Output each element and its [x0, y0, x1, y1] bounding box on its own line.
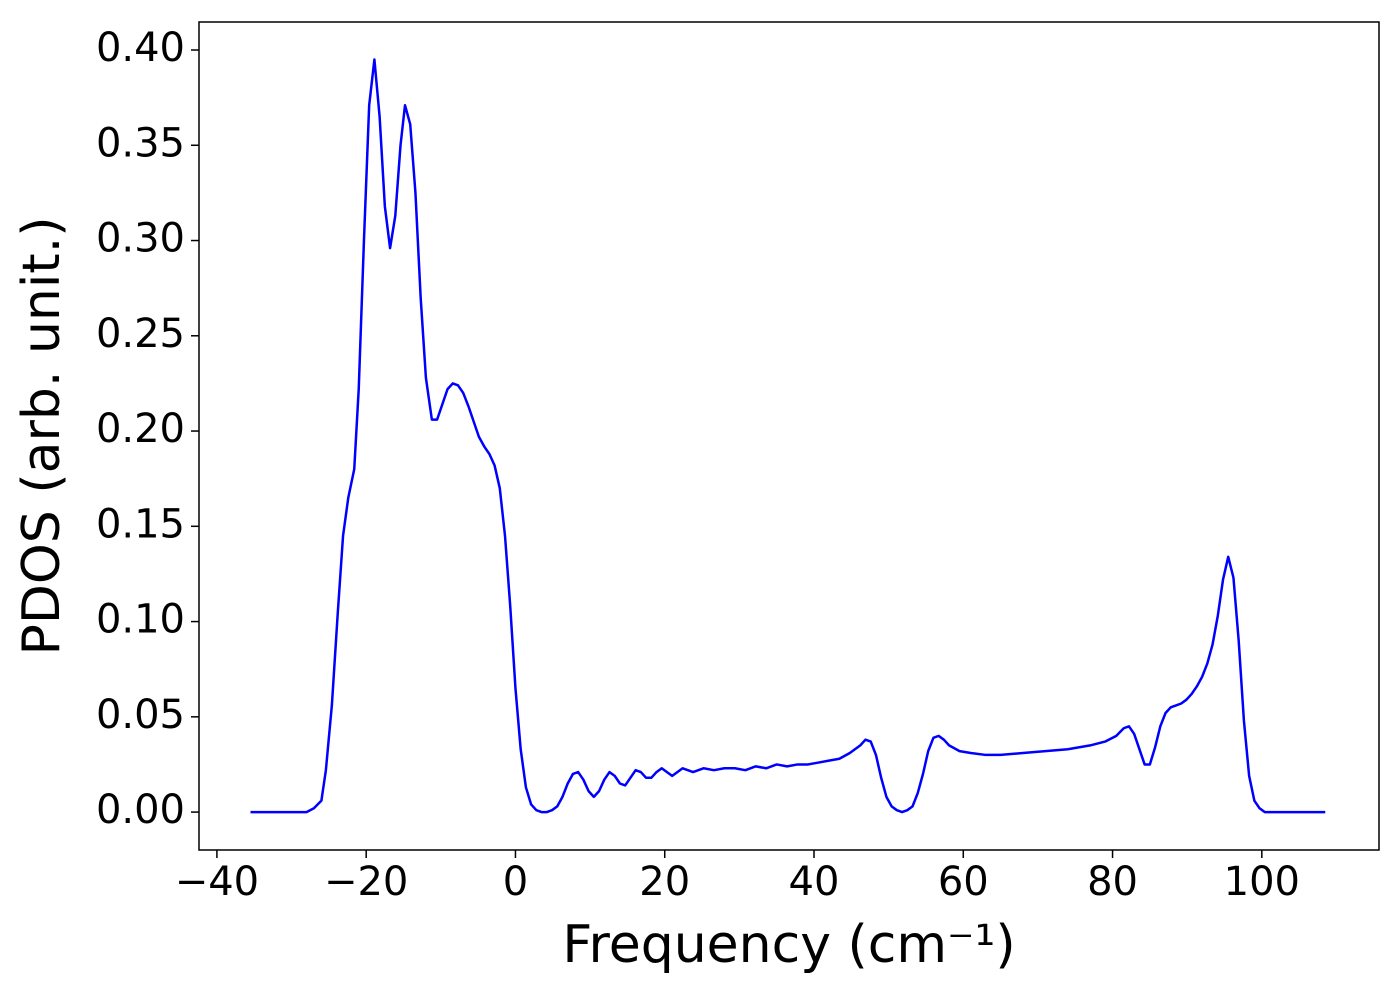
x-tick-label: −20 [324, 859, 408, 905]
y-tick-label: 0.20 [96, 406, 185, 452]
x-tick-label: 20 [639, 859, 690, 905]
x-axis-label: Frequency (cm⁻¹) [562, 915, 1015, 975]
x-tick-label: 0 [503, 859, 528, 905]
y-tick-label: 0.40 [96, 25, 185, 71]
y-axis-label: PDOS (arb. unit.) [12, 216, 72, 655]
y-tick-label: 0.35 [96, 120, 185, 166]
y-tick-label: 0.15 [96, 501, 185, 547]
x-tick-label: 80 [1087, 859, 1138, 905]
y-tick-label: 0.05 [96, 692, 185, 738]
data-line [250, 58, 1326, 814]
y-tick-label: 0.30 [96, 216, 185, 262]
x-tick-label: 40 [789, 859, 840, 905]
x-tick-label: 100 [1224, 859, 1300, 905]
y-tick-label: 0.00 [96, 787, 185, 833]
x-tick-label: 60 [938, 859, 989, 905]
y-tick-label: 0.25 [96, 311, 185, 357]
plot-frame [198, 21, 1380, 851]
y-tick-label: 0.10 [96, 597, 185, 643]
x-tick-label: −40 [175, 859, 259, 905]
